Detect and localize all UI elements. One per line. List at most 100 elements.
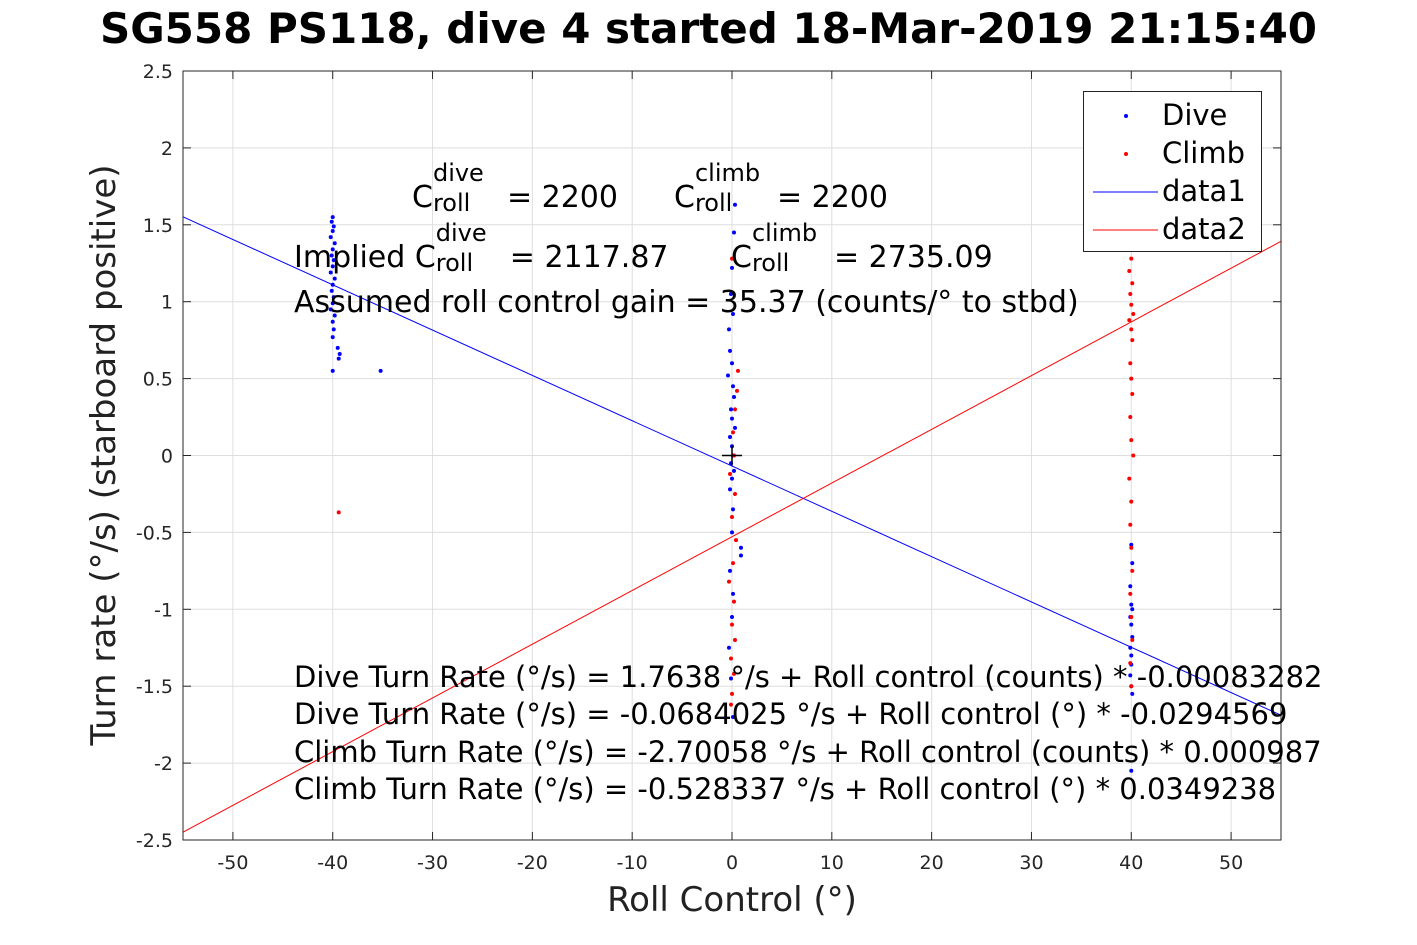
point-climb	[734, 388, 739, 393]
point-dive	[730, 507, 735, 512]
y-axis-label: Turn rate (°/s) (starboard positive)	[84, 164, 124, 746]
x-tick-label: 30	[1019, 852, 1043, 874]
point-climb	[730, 256, 734, 261]
point-climb	[1129, 302, 1134, 307]
point-dive	[1129, 768, 1134, 773]
point-dive	[330, 368, 335, 373]
implied-dive-sub: roll	[435, 249, 474, 277]
point-climb	[728, 471, 733, 476]
point-climb	[1127, 476, 1132, 481]
y-tick-label: 1.5	[143, 215, 173, 237]
tick-labels: -50 -40 -30 -20 -10 0 10 20 30 40 50 2.5 2 1.5 1 0.5 0 -0…	[136, 61, 1243, 874]
y-tick-label: -1	[154, 599, 173, 621]
point-dive	[330, 301, 335, 306]
point-dive	[328, 307, 333, 312]
point-climb	[1129, 438, 1134, 443]
implied-climb-sub: roll	[751, 249, 790, 277]
point-dive	[331, 258, 336, 263]
implied-climb-base: C	[731, 240, 752, 275]
point-climb	[1130, 281, 1135, 286]
point-climb	[730, 691, 734, 696]
point-climb	[1129, 684, 1134, 689]
c-climb-sup: climb	[694, 159, 761, 187]
point-climb	[1129, 614, 1134, 619]
point-dive	[730, 476, 734, 481]
climb-equation-counts: Climb Turn Rate (°/s) = -2.70058 °/s + R…	[294, 735, 1322, 769]
point-dive	[1130, 634, 1135, 639]
point-dive	[330, 215, 335, 220]
point-dive	[738, 545, 743, 550]
point-climb	[1128, 661, 1133, 666]
y-tick-label: 2	[161, 138, 173, 160]
point-climb	[729, 656, 734, 661]
point-dive	[335, 345, 340, 350]
point-climb	[336, 510, 341, 515]
point-dive	[1130, 607, 1135, 612]
point-climb	[1130, 568, 1135, 573]
legend-data1-line	[1093, 191, 1158, 193]
point-climb	[730, 622, 734, 627]
fit-lines	[183, 216, 1281, 833]
implied-prefix: Implied C	[294, 240, 436, 275]
point-dive	[332, 313, 337, 318]
point-dive	[732, 202, 737, 207]
point-dive	[730, 714, 735, 719]
x-tick-label: 10	[820, 852, 844, 874]
y-tick-label: -0.5	[136, 522, 173, 544]
legend-item-dive: Dive	[1084, 96, 1261, 134]
point-dive	[329, 219, 334, 224]
x-tick-label: -30	[417, 852, 448, 874]
point-climb	[735, 368, 740, 373]
point-dive	[732, 425, 737, 430]
implied-climb-sup: climb	[751, 219, 818, 247]
point-climb	[730, 561, 735, 566]
point-climb	[1129, 256, 1134, 261]
dive-equation-counts: Dive Turn Rate (°/s) = 1.7638 °/s + Roll…	[294, 660, 1323, 694]
point-dive	[1130, 561, 1135, 566]
point-dive	[330, 282, 335, 287]
point-dive	[329, 288, 334, 293]
c-dive-sub: roll	[432, 189, 471, 217]
point-climb	[731, 671, 736, 676]
point-dive	[330, 264, 335, 269]
y-tick-label: 1	[161, 292, 173, 314]
legend-data2-label: data2	[1162, 212, 1246, 246]
legend-item-data1: data1	[1084, 172, 1261, 210]
c-dive-value: = 2200	[506, 180, 618, 215]
point-dive	[378, 368, 383, 373]
point-dive	[330, 228, 335, 233]
c-climb-sub: roll	[694, 189, 733, 217]
point-dive	[729, 407, 734, 412]
fit-line-data1	[183, 216, 1281, 716]
c-climb-value: = 2200	[776, 180, 888, 215]
point-climb	[732, 407, 737, 412]
legend-dive-label: Dive	[1162, 98, 1228, 132]
point-dive	[730, 614, 734, 619]
x-tick-label: -20	[517, 852, 548, 874]
x-tick-label: -50	[217, 852, 248, 874]
point-dive	[1130, 691, 1135, 696]
point-climb	[730, 430, 735, 435]
legend: Dive Climb data1 data2	[1083, 91, 1262, 252]
point-climb	[1127, 318, 1132, 323]
x-tick-label: 50	[1219, 852, 1243, 874]
legend-climb-label: Climb	[1162, 136, 1246, 170]
point-dive	[1129, 542, 1134, 547]
point-dive	[730, 265, 734, 270]
point-climb	[1128, 522, 1133, 527]
x-tick-label: 20	[920, 852, 944, 874]
point-climb	[1129, 327, 1134, 332]
point-dive	[328, 235, 333, 240]
point-dive	[330, 319, 335, 324]
point-climb	[1131, 312, 1136, 317]
axes-box	[182, 70, 1282, 841]
point-dive	[331, 327, 336, 332]
point-climb	[1127, 268, 1132, 273]
point-climb	[732, 491, 737, 496]
axes	[182, 70, 1282, 841]
point-dive	[730, 591, 735, 596]
point-dive	[730, 312, 735, 317]
